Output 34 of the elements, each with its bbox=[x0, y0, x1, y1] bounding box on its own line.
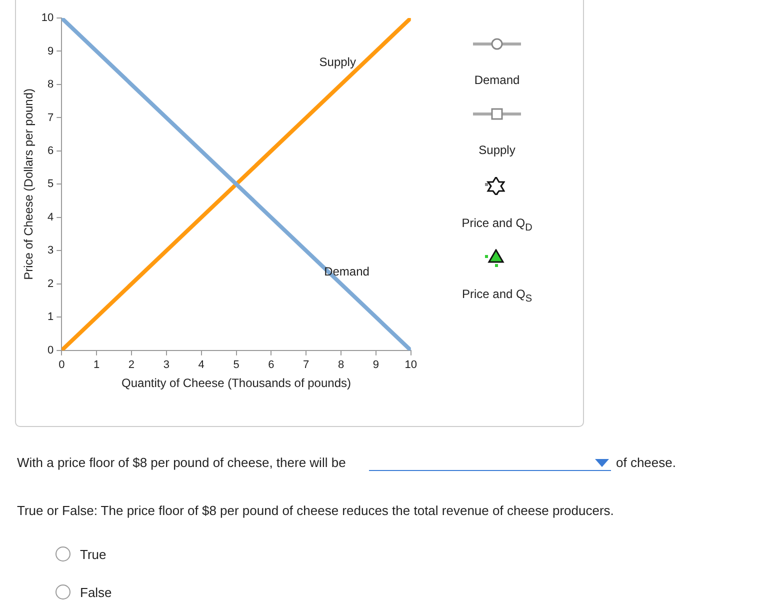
x-tick-label: 0 bbox=[58, 359, 65, 372]
y-tick-label: 2 bbox=[48, 278, 54, 290]
y-tick-label: 10 bbox=[41, 12, 54, 24]
y-tick-label: 8 bbox=[48, 78, 54, 91]
x-axis-title: Quantity of Cheese (Thousands of pounds) bbox=[122, 376, 351, 390]
text: Demand bbox=[473, 73, 521, 87]
x-tick-label: 8 bbox=[338, 359, 344, 372]
text: Price and Q$_{D}$ bbox=[460, 216, 534, 234]
text: True bbox=[80, 547, 106, 562]
text: Supply bbox=[478, 143, 516, 157]
x-tick-label: 7 bbox=[303, 359, 310, 372]
x-tick-label: 10 bbox=[404, 359, 418, 372]
annotation: Supply bbox=[319, 54, 356, 69]
y-tick-label: 3 bbox=[48, 244, 54, 257]
y-tick-label: 9 bbox=[48, 45, 54, 58]
text: With a price floor of $8 per pound of cheese, there will be bbox=[17, 455, 346, 470]
y-tick-label: 6 bbox=[48, 144, 54, 157]
x-tick-label: 5 bbox=[233, 359, 240, 372]
y-tick-label: 0 bbox=[48, 344, 54, 356]
y-tick-label: 4 bbox=[48, 211, 54, 224]
x-tick-label: 3 bbox=[163, 359, 170, 372]
text: False bbox=[80, 585, 112, 600]
text: Price and Q$_{S}$ bbox=[460, 287, 534, 304]
text: True or False: The price floor of $8 per pound of cheese reduces the total revenue of cheese producers. bbox=[17, 503, 614, 518]
y-tick-label: 5 bbox=[48, 178, 54, 190]
y-tick-label: 7 bbox=[48, 112, 54, 124]
x-tick-label: 6 bbox=[268, 359, 274, 372]
y-tick-label: 1 bbox=[48, 311, 54, 324]
x-tick-label: 2 bbox=[128, 359, 135, 372]
y-axis-title: Price of Cheese (Dollars per pound) bbox=[22, 88, 36, 280]
x-tick-label: 1 bbox=[94, 359, 100, 372]
text: of cheese. bbox=[616, 455, 676, 470]
x-tick-label: 4 bbox=[198, 359, 204, 372]
x-tick-label: 9 bbox=[372, 359, 380, 372]
